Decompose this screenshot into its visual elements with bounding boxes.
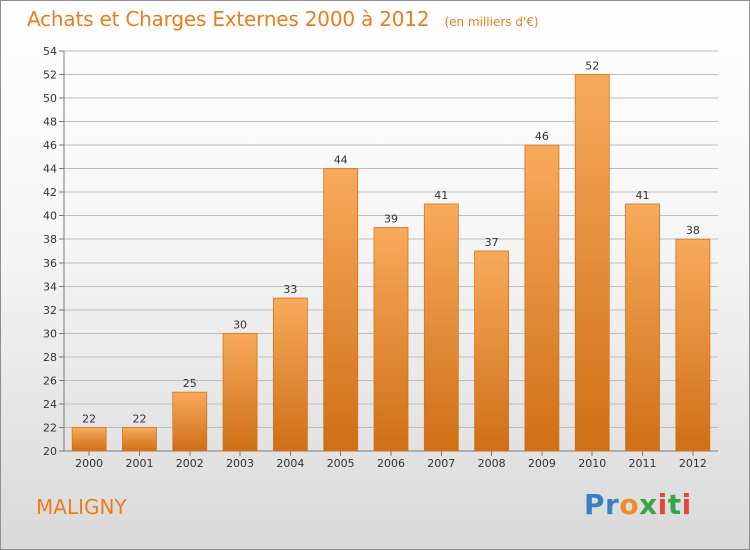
chart-title: Achats et Charges Externes 2000 à 2012 (… [27,7,539,31]
logo-letter-x: x [639,488,658,521]
bar-2004 [272,297,308,452]
x-tick-label: 2000 [75,457,103,470]
logo-letter-i1: i [657,488,668,521]
chart-subtitle: (en milliers d'€) [444,15,539,29]
bar-value-label: 22 [82,412,96,425]
y-tick-label: 38 [43,233,57,246]
bar-2000 [71,427,107,452]
bar-2008 [474,250,510,452]
y-tick-label: 20 [43,445,57,458]
bar-value-label: 25 [183,377,197,390]
x-tick-label: 2010 [578,457,606,470]
bar-2005 [323,168,359,452]
bar-value-label: 52 [585,60,599,73]
bar-2007 [423,203,459,452]
logo-letter-o: o [619,488,640,521]
bar-2006 [373,227,409,452]
bar-value-label: 38 [686,224,700,237]
logo-letter-i2: i [681,488,692,521]
y-tick-label: 46 [43,139,57,152]
y-tick-label: 32 [43,304,57,317]
bar-2011 [625,203,660,452]
bar-value-label: 41 [434,189,448,202]
bar-value-label: 30 [233,318,247,331]
bar-value-label: 41 [636,189,650,202]
logo-letter-t: t [667,488,682,521]
x-tick-label: 2003 [226,457,254,470]
y-tick-label: 50 [43,92,57,105]
y-tick-label: 48 [43,116,57,129]
bar-2009 [524,144,560,452]
logo-letter-r: r [605,488,620,521]
y-tick-label: 34 [43,280,57,293]
bar-value-label: 37 [485,236,499,249]
bar-value-label: 22 [132,412,146,425]
y-tick-label: 22 [43,421,57,434]
y-tick-label: 28 [43,351,57,364]
y-tick-label: 52 [43,69,57,82]
x-tick-label: 2012 [679,457,707,470]
bar-value-label: 39 [384,212,398,225]
y-tick-label: 44 [43,163,57,176]
x-tick-label: 2008 [478,457,506,470]
bar-2012 [675,238,711,452]
y-tick-label: 42 [43,186,57,199]
bar-2002 [172,391,208,452]
y-tick-label: 26 [43,374,57,387]
logo-letter-p: P [584,488,606,521]
x-tick-label: 2009 [528,457,556,470]
bar-2010 [574,74,610,452]
x-tick-label: 2011 [629,457,657,470]
bar-2003 [222,332,258,452]
place-name: MALIGNY [36,495,127,519]
bar-value-label: 44 [334,154,348,167]
y-tick-label: 24 [43,398,57,411]
x-tick-label: 2006 [377,457,405,470]
bar-value-label: 33 [283,283,297,296]
x-tick-label: 2002 [176,457,204,470]
y-tick-label: 54 [43,45,57,58]
y-tick-label: 40 [43,210,57,223]
y-tick-label: 30 [43,327,57,340]
bar-2001 [122,427,157,452]
proxiti-logo: Proxiti [584,488,692,521]
x-tick-label: 2005 [327,457,355,470]
y-tick-label: 36 [43,257,57,270]
chart-title-text: Achats et Charges Externes 2000 à 2012 [27,7,430,31]
x-tick-label: 2001 [125,457,153,470]
x-tick-label: 2007 [427,457,455,470]
bar-value-label: 46 [535,130,549,143]
x-tick-label: 2004 [276,457,304,470]
